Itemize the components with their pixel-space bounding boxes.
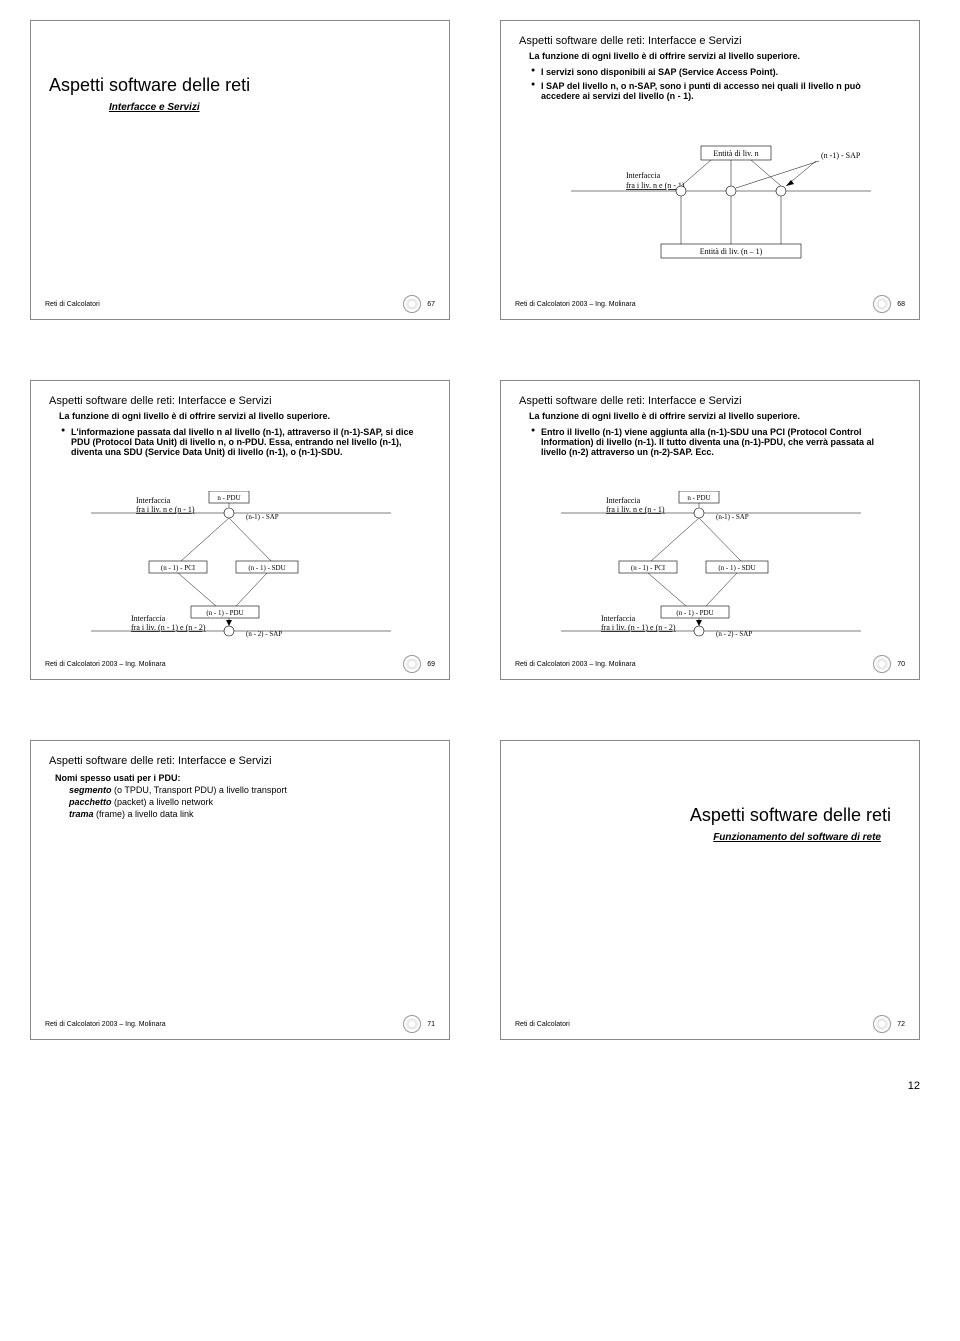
logo-icon — [403, 1015, 421, 1033]
entity-n-label: Entità di liv. n — [713, 149, 758, 158]
footer-text: Reti di Calcolatori 2003 – Ing. Molinara — [515, 301, 636, 308]
slide-grid: Aspetti software delle reti Interfacce e… — [30, 20, 930, 1040]
sap2-label: (n - 2) - SAP — [246, 630, 282, 638]
pdu-item: segmento (o TPDU, Transport PDU) a livel… — [69, 785, 431, 795]
if2-label: Interfaccia — [131, 614, 166, 623]
intro-text: La funzione di ogni livello è di offrire… — [529, 411, 901, 421]
slide-footer: Reti di Calcolatori 67 — [45, 295, 435, 313]
sdu-label: (n - 1) - SDU — [248, 564, 285, 572]
entity-n1-label: Entità di liv. (n – 1) — [700, 247, 763, 256]
slide-subtitle: Interfacce e Servizi — [109, 102, 431, 113]
if1-label: Interfaccia — [136, 496, 171, 505]
slide-footer: Reti di Calcolatori 2003 – Ing. Molinara… — [515, 295, 905, 313]
diagram-70: n - PDU Interfaccia fra i liv. n e (n - … — [511, 491, 911, 661]
sap1-label: (n-1) - SAP — [246, 513, 279, 521]
section-title: Aspetti software delle reti: Interfacce … — [49, 755, 431, 767]
pdu-item: pacchetto (packet) a livello network — [69, 797, 431, 807]
page-num: 71 — [427, 1021, 435, 1028]
logo-icon — [403, 295, 421, 313]
page-number: 12 — [30, 1080, 930, 1092]
page-num: 72 — [897, 1021, 905, 1028]
footer-text: Reti di Calcolatori 2003 – Ing. Molinara — [45, 661, 166, 668]
sdu-label: (n - 1) - SDU — [718, 564, 755, 572]
section-title: Aspetti software delle reti: Interfacce … — [519, 395, 901, 407]
footer-text: Reti di Calcolatori — [45, 301, 100, 308]
bullet-list: Entro il livello (n-1) viene aggiunta al… — [519, 427, 901, 457]
page-num: 67 — [427, 301, 435, 308]
npdu-label: n - PDU — [687, 494, 710, 502]
if1-sub: fra i liv. n e (n - 1) — [136, 505, 195, 514]
slide-footer: Reti di Calcolatori 2003 – Ing. Molinara… — [515, 655, 905, 673]
pci-label: (n - 1) - PCI — [631, 564, 666, 572]
slide-70: Aspetti software delle reti: Interfacce … — [500, 380, 920, 680]
diagram-69: n - PDU Interfaccia fra i liv. n e (n - … — [41, 491, 441, 661]
logo-icon — [873, 655, 891, 673]
bullet: I SAP del livello n, o n-SAP, sono i pun… — [531, 81, 901, 101]
npdu-label: n - PDU — [217, 494, 240, 502]
slide-72: Aspetti software delle reti Funzionament… — [500, 740, 920, 1040]
page-num: 68 — [897, 301, 905, 308]
slide-footer: Reti di Calcolatori 72 — [515, 1015, 905, 1033]
pdu-names-list: segmento (o TPDU, Transport PDU) a livel… — [49, 785, 431, 819]
slide-69: Aspetti software delle reti: Interfacce … — [30, 380, 450, 680]
n1pdu-label: (n - 1) - PDU — [676, 609, 713, 617]
slide-subtitle: Funzionamento del software di rete — [519, 832, 881, 843]
bullet: Entro il livello (n-1) viene aggiunta al… — [531, 427, 901, 457]
intro-text: La funzione di ogni livello è di offrire… — [529, 51, 901, 61]
slide-71: Aspetti software delle reti: Interfacce … — [30, 740, 450, 1040]
intro-text: La funzione di ogni livello è di offrire… — [59, 411, 431, 421]
interface-label: Interfaccia — [626, 171, 661, 180]
bullet-list: L'informazione passata dal livello n al … — [49, 427, 431, 457]
sub-intro: Nomi spesso usati per i PDU: — [55, 773, 431, 783]
slide-footer: Reti di Calcolatori 2003 – Ing. Molinara… — [45, 655, 435, 673]
slide-67: Aspetti software delle reti Interfacce e… — [30, 20, 450, 320]
diagram-68: Entità di liv. n (n -1) - SAP Interfacci… — [511, 136, 911, 276]
section-title: Aspetti software delle reti: Interfacce … — [49, 395, 431, 407]
bullet: L'informazione passata dal livello n al … — [61, 427, 431, 457]
logo-icon — [403, 655, 421, 673]
section-title: Aspetti software delle reti: Interfacce … — [519, 35, 901, 47]
logo-icon — [873, 1015, 891, 1033]
if2-label: Interfaccia — [601, 614, 636, 623]
pci-label: (n - 1) - PCI — [161, 564, 196, 572]
if2-sub: fra i liv. (n - 1) e (n - 2) — [131, 623, 206, 632]
pdu-item: trama (frame) a livello data link — [69, 809, 431, 819]
footer-text: Reti di Calcolatori 2003 – Ing. Molinara — [45, 1021, 166, 1028]
logo-icon — [873, 295, 891, 313]
bullet-list: I servizi sono disponibili ai SAP (Servi… — [519, 67, 901, 101]
bullet: I servizi sono disponibili ai SAP (Servi… — [531, 67, 901, 77]
footer-text: Reti di Calcolatori — [515, 1021, 570, 1028]
page-num: 70 — [897, 661, 905, 668]
if1-label: Interfaccia — [606, 496, 641, 505]
sap1-label: (n-1) - SAP — [716, 513, 749, 521]
slide-title: Aspetti software delle reti — [49, 75, 431, 96]
n1pdu-label: (n - 1) - PDU — [206, 609, 243, 617]
footer-text: Reti di Calcolatori 2003 – Ing. Molinara — [515, 661, 636, 668]
slide-footer: Reti di Calcolatori 2003 – Ing. Molinara… — [45, 1015, 435, 1033]
sap-label: (n -1) - SAP — [821, 151, 861, 160]
interface-sublabel: fra i liv. n e (n - 1) — [626, 181, 685, 190]
slide-68: Aspetti software delle reti: Interfacce … — [500, 20, 920, 320]
if2-sub: fra i liv. (n - 1) e (n - 2) — [601, 623, 676, 632]
slide-title: Aspetti software delle reti — [519, 805, 901, 826]
if1-sub: fra i liv. n e (n - 1) — [606, 505, 665, 514]
page-num: 69 — [427, 661, 435, 668]
sap2-label: (n - 2) - SAP — [716, 630, 752, 638]
